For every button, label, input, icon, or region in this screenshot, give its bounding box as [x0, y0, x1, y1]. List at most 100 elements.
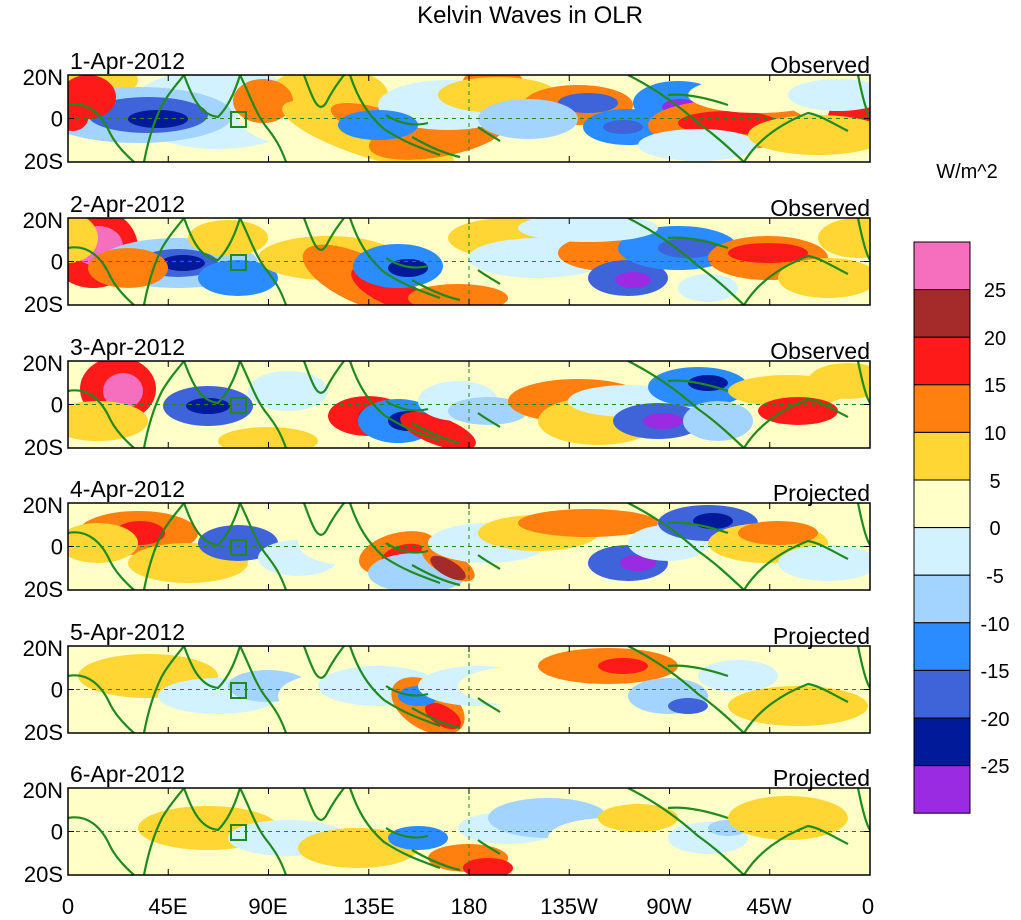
colorbar-tick-label: 0 [989, 518, 1000, 540]
colorbar-tick-label: 25 [984, 280, 1006, 302]
panel-status: Observed [770, 195, 870, 221]
panel-status: Observed [770, 52, 870, 78]
region-box-marker [230, 824, 247, 841]
olr-contour [758, 397, 838, 425]
colorbar-tick-label: 20 [984, 328, 1006, 350]
y-tick-label: 0 [51, 250, 63, 275]
olr-contour [728, 243, 808, 263]
x-tick-label: 0 [62, 894, 74, 919]
colorbar-tick-label: -10 [981, 614, 1010, 636]
olr-contour [678, 274, 738, 302]
map-panel: 5-Apr-2012 Projected 20N 0 20S [23, 619, 871, 745]
olr-contour [643, 413, 683, 429]
colorbar-tick-label: 10 [984, 423, 1006, 445]
olr-contour [338, 110, 418, 140]
colorbar-box [913, 717, 971, 767]
y-tick-label: 20N [23, 493, 63, 518]
y-tick-label: 20N [23, 636, 63, 661]
olr-contour [68, 523, 138, 563]
x-tick-label: 90W [646, 894, 691, 919]
olr-contour [68, 99, 89, 131]
colorbar-box [913, 574, 971, 624]
colorbar-box [913, 241, 971, 291]
olr-contour [430, 555, 466, 581]
y-tick-label: 20N [23, 65, 63, 90]
colorbar-tick-label: -20 [981, 709, 1010, 731]
map-panel: 1-Apr-2012 Observed 20N 0 20S [23, 48, 871, 174]
figure-title: Kelvin Waves in OLR [417, 2, 643, 29]
panel-date: 2-Apr-2012 [70, 191, 185, 217]
panel-status: Projected [773, 480, 870, 506]
x-tick-label: 135W [540, 894, 598, 919]
olr-contour [408, 284, 508, 305]
olr-contour [88, 248, 168, 288]
region-box-marker [230, 539, 247, 556]
olr-contour [738, 521, 818, 545]
y-tick-label: 0 [51, 820, 63, 845]
olr-contour [638, 129, 758, 161]
coastline [68, 646, 870, 733]
panel-status: Projected [773, 765, 870, 791]
olr-contour [808, 363, 870, 399]
olr-contour [463, 858, 513, 875]
colorbar-box [913, 479, 971, 529]
olr-contour [558, 93, 618, 113]
panel-date: 5-Apr-2012 [70, 619, 185, 645]
coastline [68, 75, 870, 162]
olr-contour [603, 120, 643, 134]
olr-contour [161, 255, 205, 271]
panel-date: 1-Apr-2012 [70, 48, 185, 74]
olr-contour [728, 686, 868, 726]
olr-contour [188, 220, 268, 256]
longitude-axis: 0 45E 90E 135E 180 135W 90W 45W 0 [62, 894, 874, 919]
olr-contour [518, 509, 658, 537]
olr-contour [683, 401, 753, 441]
olr-contour [748, 115, 870, 155]
coastline [68, 361, 870, 448]
map-panel: 6-Apr-2012 Projected 20N 0 20S [23, 761, 871, 887]
x-tick-label: 0 [862, 894, 874, 919]
olr-contour [248, 371, 328, 411]
olr-contour [218, 427, 318, 448]
olr-contour [518, 218, 658, 242]
colorbar-box [913, 289, 971, 338]
colorbar-tick-label: -15 [981, 661, 1010, 683]
x-tick-label: 135E [343, 894, 394, 919]
panel-date: 6-Apr-2012 [70, 761, 185, 787]
olr-contour [698, 660, 778, 692]
olr-contour [233, 79, 293, 123]
colorbar-tick-label: 5 [989, 471, 1000, 493]
y-tick-label: 20S [24, 149, 63, 174]
region-box-marker [230, 111, 247, 128]
region-box-marker [230, 254, 247, 271]
x-tick-label: 180 [451, 894, 488, 919]
y-tick-label: 20S [24, 720, 63, 745]
map-panel: 3-Apr-2012 Observed 20N 0 20S [23, 334, 871, 460]
olr-contour [198, 260, 278, 296]
y-tick-label: 20S [24, 292, 63, 317]
olr-contour [658, 238, 718, 258]
colorbar-tick-label: 15 [984, 375, 1006, 397]
olr-contour [198, 525, 278, 561]
x-tick-label: 90E [248, 894, 287, 919]
olr-contour [778, 258, 870, 298]
colorbar-box [913, 527, 971, 576]
region-box-marker [230, 682, 247, 699]
olr-contour [103, 373, 143, 409]
olr-contour [818, 218, 870, 258]
olr-contour [598, 658, 648, 674]
colorbar-tick-label: -5 [986, 566, 1004, 588]
y-tick-label: 20S [24, 435, 63, 460]
y-tick-label: 0 [51, 393, 63, 418]
y-tick-label: 20N [23, 778, 63, 803]
colorbar: W/m^2 25 20 15 10 5 0 -5 -10 -15 -20 -25 [913, 161, 1010, 814]
olr-contour [620, 555, 656, 571]
olr-contour [400, 412, 476, 448]
colorbar-tick-label: -25 [981, 756, 1010, 778]
panel-date: 4-Apr-2012 [70, 476, 185, 502]
y-tick-label: 20S [24, 577, 63, 602]
y-tick-label: 20N [23, 351, 63, 376]
y-tick-label: 20S [24, 862, 63, 887]
olr-contour [668, 698, 708, 714]
